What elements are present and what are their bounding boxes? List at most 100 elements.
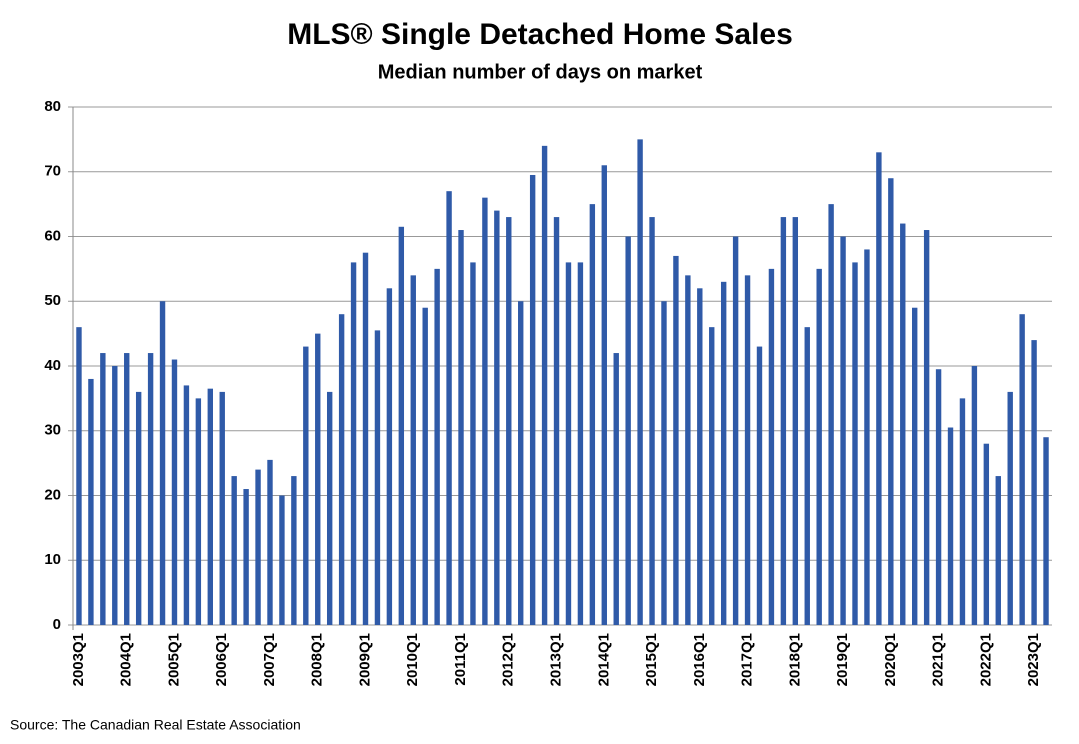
bar	[195, 398, 202, 625]
y-tick-label: 60	[44, 227, 61, 244]
bar	[398, 226, 405, 625]
bar	[386, 288, 393, 625]
x-tick-label: 2022Q1	[977, 633, 994, 686]
bar	[267, 459, 273, 625]
bar	[792, 217, 799, 625]
bar	[852, 262, 858, 625]
bar	[709, 327, 715, 625]
bar	[410, 275, 416, 625]
chart-title: MLS® Single Detached Home Sales	[287, 18, 793, 51]
bar	[553, 217, 560, 625]
bar	[816, 268, 822, 625]
y-tick-label: 70	[44, 163, 61, 180]
bar	[231, 476, 237, 625]
x-tick-label: 2020Q1	[882, 633, 899, 686]
bar	[661, 301, 667, 625]
bar	[338, 314, 345, 625]
bar	[995, 476, 1001, 625]
x-tick-label: 2021Q1	[930, 633, 947, 686]
bar	[828, 204, 834, 625]
bar	[685, 275, 691, 625]
x-tick-label: 2014Q1	[595, 633, 612, 686]
y-tick-label: 10	[44, 551, 61, 568]
bar	[326, 391, 333, 625]
y-tick-label: 20	[44, 486, 61, 503]
bar	[279, 495, 285, 625]
bar	[756, 346, 763, 625]
bar	[434, 268, 440, 625]
bar	[720, 281, 727, 625]
bar	[923, 230, 930, 625]
bar	[482, 197, 488, 625]
x-tick-label: 2009Q1	[356, 633, 373, 686]
bar	[1043, 437, 1049, 625]
bar	[422, 307, 428, 625]
bar	[1019, 314, 1025, 625]
bar	[458, 230, 464, 625]
bar	[350, 262, 357, 625]
bar	[529, 174, 536, 626]
y-tick-label: 0	[53, 616, 61, 633]
bar	[541, 145, 548, 625]
bar	[183, 385, 190, 625]
bar	[243, 489, 249, 625]
bar	[601, 165, 607, 625]
bar	[135, 391, 142, 625]
bar	[112, 366, 118, 625]
x-tick-label: 2010Q1	[404, 633, 421, 686]
x-tick-label: 2023Q1	[1025, 633, 1042, 686]
bar	[518, 301, 524, 625]
bar	[649, 217, 655, 625]
bar	[565, 262, 572, 625]
bar	[589, 204, 596, 625]
y-tick-label: 80	[44, 98, 61, 115]
bar	[971, 366, 978, 625]
bar	[506, 217, 512, 625]
bar	[912, 307, 918, 625]
bar	[291, 476, 297, 625]
bar	[219, 391, 225, 625]
x-tick-label: 2005Q1	[165, 633, 182, 686]
bar	[159, 301, 166, 625]
bar	[959, 398, 966, 625]
x-tick-label: 2011Q1	[452, 633, 469, 686]
y-tick-label: 50	[44, 292, 61, 309]
bar	[876, 152, 882, 625]
bar	[673, 255, 679, 626]
bar	[100, 353, 106, 625]
x-tick-label: 2013Q1	[547, 633, 564, 686]
bar	[732, 236, 739, 625]
y-tick-label: 30	[44, 422, 61, 439]
bar	[1007, 391, 1013, 625]
bar	[303, 346, 309, 625]
bar	[577, 262, 584, 625]
bar	[900, 223, 906, 626]
x-tick-label: 2012Q1	[500, 633, 517, 686]
bar	[124, 353, 130, 625]
bar	[613, 353, 619, 625]
bar	[374, 330, 381, 625]
bar	[804, 327, 810, 625]
x-tick-label: 2006Q1	[213, 633, 230, 686]
bar	[255, 469, 261, 625]
bar	[983, 443, 990, 625]
bar	[697, 288, 703, 625]
x-tick-label: 2003Q1	[70, 633, 87, 686]
bar	[840, 236, 846, 625]
bar	[446, 191, 452, 626]
bar	[470, 262, 476, 625]
x-tick-label: 2007Q1	[261, 633, 278, 686]
bar	[888, 178, 894, 625]
bar	[88, 378, 94, 625]
x-tick-label: 2008Q1	[309, 633, 326, 686]
x-tick-label: 2015Q1	[643, 633, 660, 686]
bar	[76, 327, 82, 625]
bar	[494, 210, 500, 625]
bar	[768, 268, 775, 625]
bar	[947, 427, 954, 625]
x-tick-label: 2018Q1	[786, 633, 803, 686]
bar	[744, 275, 751, 625]
bar	[147, 353, 154, 625]
bar	[637, 139, 643, 625]
